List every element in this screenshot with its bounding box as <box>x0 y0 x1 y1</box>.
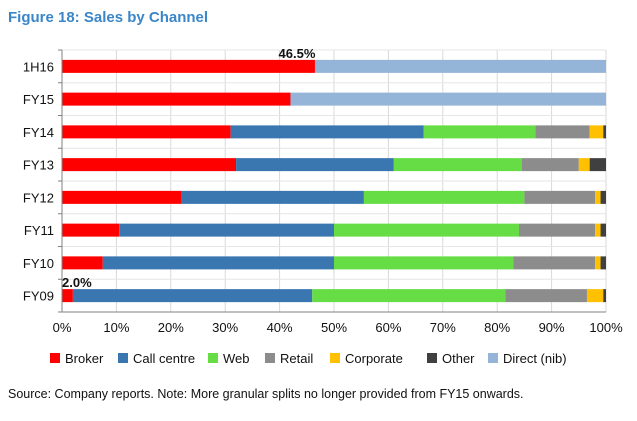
bar-segment <box>312 289 506 303</box>
legend-swatch <box>427 353 437 363</box>
legend-label: Retail <box>280 351 313 366</box>
bar-segment <box>62 289 73 303</box>
bar-segment <box>62 92 291 106</box>
x-tick-label: 20% <box>158 320 184 335</box>
legend-label: Web <box>223 351 250 366</box>
x-tick-label: 0% <box>53 320 72 335</box>
bar-segment <box>72 289 313 303</box>
bar-segment <box>513 256 596 270</box>
y-tick-label: FY11 <box>24 223 54 238</box>
x-tick-label: 10% <box>103 320 129 335</box>
bar-segment <box>334 223 519 237</box>
legend-swatch <box>208 353 218 363</box>
y-tick-label: FY15 <box>23 92 54 107</box>
bar-segment <box>603 125 606 139</box>
bar-segment <box>521 158 579 172</box>
bar-segment <box>586 289 604 303</box>
axes: 0% 10% 20% 30% 40% 50% 60% 70% 80% 90% 100% 1H16 FY1… <box>23 49 623 335</box>
bar-segment <box>62 190 182 204</box>
bar-segment <box>62 125 231 139</box>
x-tick-label: 100% <box>589 320 623 335</box>
bar-segment <box>236 158 394 172</box>
bar-segment <box>595 223 601 237</box>
bar-segment <box>505 289 587 303</box>
x-tick-label: 70% <box>430 320 456 335</box>
bar-segment <box>290 92 606 106</box>
bar-segment <box>600 190 606 204</box>
bar-segment <box>589 158 606 172</box>
x-tick-label: 80% <box>484 320 510 335</box>
legend-swatch <box>265 353 275 363</box>
bar-segment <box>62 158 237 172</box>
y-tick-label: 1H16 <box>23 59 54 74</box>
bar-segment <box>423 125 536 139</box>
legend-label: Corporate <box>345 351 403 366</box>
bar-segment <box>62 59 315 73</box>
bar-segment <box>589 125 604 139</box>
legend-swatch <box>488 353 498 363</box>
legend-swatch <box>118 353 128 363</box>
bar-segment <box>119 223 335 237</box>
bar-segment <box>595 190 601 204</box>
bar-segment <box>600 223 606 237</box>
legend-label: Call centre <box>133 351 195 366</box>
grid-lines <box>61 49 607 313</box>
bar-segment <box>578 158 590 172</box>
bars <box>62 59 606 303</box>
bar-segment <box>363 190 525 204</box>
y-tick-label: FY12 <box>23 190 54 205</box>
bar-segment <box>230 125 424 139</box>
bar-segment <box>524 190 596 204</box>
data-label: 2.0% <box>62 275 92 290</box>
legend: Broker Call centre Web Retail Corporate Other… <box>50 351 567 366</box>
bar-segment <box>595 256 601 270</box>
bar-segment <box>603 289 606 303</box>
bar-segment <box>334 256 514 270</box>
y-tick-label: FY10 <box>23 256 54 271</box>
bar-segment <box>102 256 334 270</box>
bar-segment <box>181 190 364 204</box>
data-label: 46.5% <box>279 46 316 61</box>
x-tick-label: 40% <box>267 320 293 335</box>
bar-segment <box>393 158 522 172</box>
legend-label: Direct (nib) <box>503 351 567 366</box>
bar-segment <box>518 223 596 237</box>
bar-segment <box>600 256 606 270</box>
data-labels: 46.5% 2.0% <box>62 46 316 290</box>
y-tick-label: FY09 <box>23 289 54 304</box>
chart-title: Figure 18: Sales by Channel <box>8 9 209 26</box>
legend-label: Broker <box>65 351 104 366</box>
x-tick-label: 60% <box>375 320 401 335</box>
legend-swatch <box>330 353 340 363</box>
legend-swatch <box>50 353 60 363</box>
bar-segment <box>62 223 120 237</box>
bar-segment <box>62 256 103 270</box>
source-note: Source: Company reports. Note: More gran… <box>8 387 524 401</box>
x-tick-label: 30% <box>212 320 238 335</box>
y-tick-label: FY14 <box>23 125 54 140</box>
y-tick-label: FY13 <box>23 158 54 173</box>
x-tick-label: 50% <box>321 320 347 335</box>
x-tick-label: 90% <box>539 320 565 335</box>
bar-segment <box>535 125 590 139</box>
legend-label: Other <box>442 351 475 366</box>
bar-segment <box>314 59 606 73</box>
